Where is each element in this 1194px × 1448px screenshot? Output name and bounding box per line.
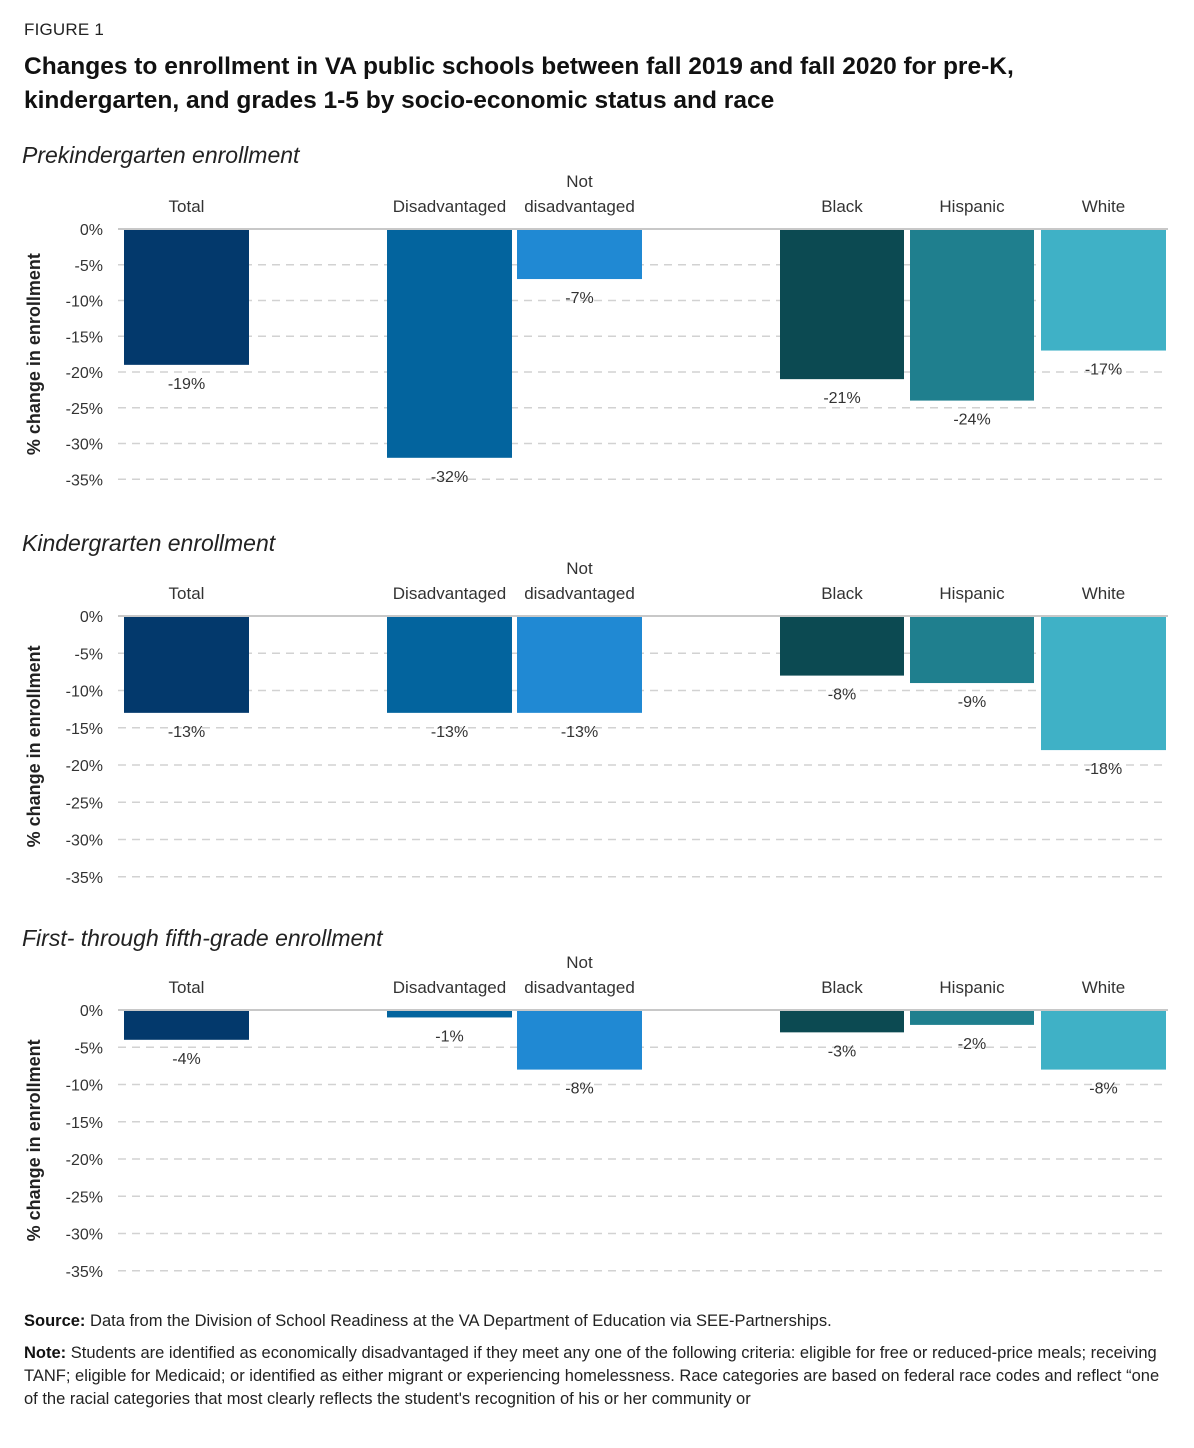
y-tick-label: -30% [66,437,103,454]
data-label: -7% [565,290,593,307]
data-label: -1% [435,1028,463,1045]
chart-grades-1-5: 0% -5% -10% -15% -20% -25% -30% -35% % change in… [24,953,1168,1281]
category-label: Not [566,559,593,578]
note: Note: Students are identified as economi… [24,1342,1174,1411]
bar-black [780,617,904,676]
y-tick-label: -5% [75,646,103,663]
data-label: -32% [431,469,468,486]
y-tick-label: -20% [66,1152,103,1169]
bar-disadvantaged [387,1011,512,1018]
bar-black [780,230,904,380]
category-label: disadvantaged [524,197,635,216]
data-label: -19% [168,376,205,393]
y-tick-label: -10% [66,1078,103,1095]
y-tick-label: -20% [66,758,103,775]
data-label: -21% [823,390,860,407]
figure-title: Changes to enrollment in VA public schoo… [24,53,1014,114]
y-axis-label: % change in enrollment [24,253,44,455]
data-label: -13% [431,724,468,741]
category-label: Black [821,197,863,216]
data-label: -24% [953,412,990,429]
bar-disadvantaged [387,617,512,713]
category-label: Black [821,584,863,603]
y-tick-label: 0% [80,222,103,239]
data-label: -18% [1085,761,1122,778]
chart-kindergarten: 0% -5% -10% -15% -20% -25% -30% -35% % change in… [24,559,1168,887]
data-label: -2% [958,1036,986,1053]
category-label: Total [169,584,205,603]
category-label: Disadvantaged [393,978,506,997]
category-label: Black [821,978,863,997]
category-label: Total [169,197,205,216]
y-tick-label: -5% [75,1040,103,1057]
note-label: Note: [24,1344,67,1362]
y-tick-label: -15% [66,1115,103,1132]
y-tick-label: -15% [66,721,103,738]
category-label: White [1082,197,1125,216]
y-tick-label: -20% [66,365,103,382]
bar-not-disadvantaged [517,1011,642,1070]
data-label: -13% [561,724,598,741]
data-label: -17% [1085,362,1122,379]
bar-hispanic [910,1011,1034,1025]
bar-total [124,1011,249,1040]
bar-white [1041,230,1166,351]
figure-label: FIGURE 1 [24,20,105,39]
category-label: Disadvantaged [393,584,506,603]
y-tick-label: -25% [66,401,103,418]
bar-disadvantaged [387,230,512,458]
y-tick-label: 0% [80,609,103,626]
bar-black [780,1011,904,1033]
data-label: -8% [1089,1081,1117,1098]
bar-total [124,617,249,713]
category-label: White [1082,584,1125,603]
y-tick-label: -25% [66,1189,103,1206]
y-axis-label: % change in enrollment [24,1039,44,1241]
source-text: Data from the Division of School Readine… [85,1312,832,1330]
y-tick-label: -25% [66,795,103,812]
category-label: Total [169,978,205,997]
data-label: -8% [565,1081,593,1098]
bar-white [1041,617,1166,751]
panel-title-grades-1-5: First- through fifth-grade enrollment [22,925,383,951]
source-label: Source: [24,1312,86,1330]
category-label: Hispanic [939,584,1005,603]
data-label: -3% [828,1043,856,1060]
category-label: Hispanic [939,978,1005,997]
y-tick-label: -30% [66,1227,103,1244]
data-label: -4% [172,1051,200,1068]
data-label: -13% [168,724,205,741]
data-label: -8% [828,687,856,704]
bar-total [124,230,249,365]
category-label: disadvantaged [524,584,635,603]
y-tick-label: -35% [66,870,103,887]
y-tick-label: -10% [66,684,103,701]
category-label: White [1082,978,1125,997]
bar-not-disadvantaged [517,617,642,713]
y-tick-label: -35% [66,1264,103,1281]
y-tick-label: -5% [75,258,103,275]
chart-prekindergarten: 0% -5% -10% -15% -20% -25% -30% -35% % change in… [24,172,1168,489]
source-note: Source: Data from the Division of School… [24,1310,1174,1333]
note-text: Students are identified as economically … [24,1344,1160,1408]
y-axis-label: % change in enrollment [24,645,44,847]
bar-white [1041,1011,1166,1070]
bar-not-disadvantaged [517,230,642,280]
y-tick-label: -35% [66,472,103,489]
y-tick-label: -30% [66,833,103,850]
data-label: -9% [958,694,986,711]
panel-title-kindergarten: Kindergrarten enrollment [22,530,276,556]
panel-title-prek: Prekindergarten enrollment [22,142,300,168]
y-tick-label: -10% [66,294,103,311]
bar-hispanic [910,230,1034,401]
category-label: disadvantaged [524,978,635,997]
category-label: Hispanic [939,197,1005,216]
bar-hispanic [910,617,1034,684]
y-tick-label: 0% [80,1003,103,1020]
y-tick-label: -15% [66,329,103,346]
category-label: Not [566,172,593,191]
category-label: Not [566,953,593,972]
category-label: Disadvantaged [393,197,506,216]
